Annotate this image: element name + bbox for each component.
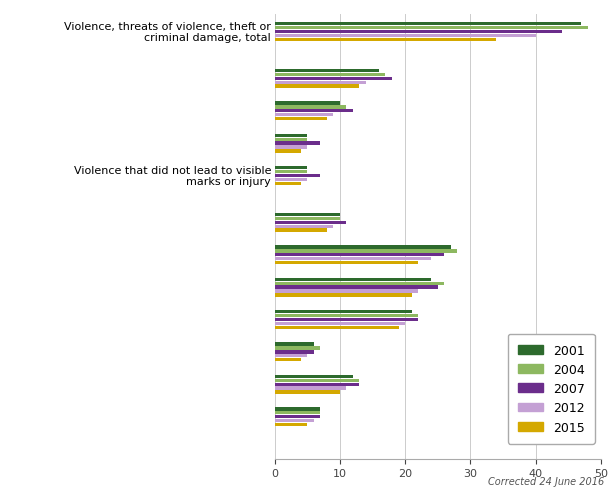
Bar: [274, 261, 418, 264]
Text: Corrected 24 June 2016: Corrected 24 June 2016: [487, 476, 604, 486]
Bar: [274, 343, 314, 346]
Bar: [274, 390, 340, 394]
Bar: [274, 229, 327, 232]
Bar: [274, 358, 301, 362]
Bar: [274, 419, 314, 422]
Bar: [274, 213, 340, 217]
Bar: [274, 282, 444, 285]
Bar: [274, 74, 386, 77]
Bar: [274, 375, 353, 378]
Text: Violence, threats of violence, theft or
criminal damage, total: Violence, threats of violence, theft or …: [65, 21, 271, 43]
Bar: [274, 258, 431, 261]
Bar: [274, 221, 346, 224]
Bar: [274, 294, 412, 297]
Bar: [274, 23, 581, 26]
Bar: [274, 167, 307, 170]
Bar: [274, 150, 301, 153]
Bar: [274, 178, 307, 182]
Bar: [274, 246, 451, 249]
Bar: [274, 217, 340, 221]
Bar: [274, 350, 314, 354]
Bar: [274, 39, 497, 42]
Bar: [274, 415, 320, 418]
Bar: [274, 110, 353, 113]
Bar: [274, 182, 301, 185]
Bar: [274, 78, 392, 81]
Bar: [274, 70, 379, 73]
Bar: [274, 138, 307, 142]
Bar: [274, 102, 340, 105]
Bar: [274, 326, 398, 329]
Bar: [274, 310, 412, 314]
Bar: [274, 383, 359, 386]
Bar: [274, 35, 536, 38]
Bar: [274, 85, 359, 89]
Bar: [274, 142, 320, 145]
Bar: [274, 146, 307, 149]
Bar: [274, 81, 366, 85]
Bar: [274, 225, 333, 228]
Bar: [274, 174, 320, 178]
Bar: [274, 386, 346, 390]
Bar: [274, 407, 320, 411]
Bar: [274, 31, 562, 34]
Bar: [274, 411, 320, 415]
Bar: [274, 254, 444, 257]
Bar: [274, 170, 307, 174]
Bar: [274, 106, 346, 109]
Bar: [274, 322, 405, 325]
Bar: [274, 318, 418, 322]
Bar: [274, 278, 431, 282]
Bar: [274, 250, 458, 253]
Bar: [274, 379, 359, 382]
Bar: [274, 354, 307, 358]
Bar: [274, 346, 320, 350]
Bar: [274, 314, 418, 318]
Bar: [274, 290, 418, 293]
Bar: [274, 423, 307, 426]
Bar: [274, 27, 588, 30]
Text: Violence that did not lead to visible
marks or injury: Violence that did not lead to visible ma…: [74, 165, 271, 187]
Bar: [274, 118, 327, 121]
Bar: [274, 286, 437, 289]
Legend: 2001, 2004, 2007, 2012, 2015: 2001, 2004, 2007, 2012, 2015: [508, 334, 595, 444]
Bar: [274, 134, 307, 138]
Bar: [274, 114, 333, 117]
